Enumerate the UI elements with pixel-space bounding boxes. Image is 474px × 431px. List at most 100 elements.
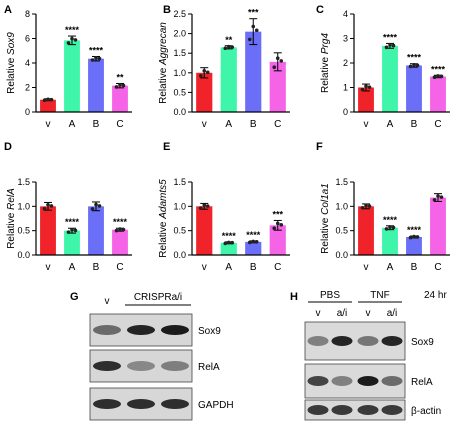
- y-axis-label-gene: Aggrecan: [158, 22, 169, 66]
- replicate-dot: [408, 235, 413, 240]
- replicate-dot: [118, 227, 122, 231]
- time-label: 24 hr: [424, 290, 447, 301]
- x-tick-label: v: [364, 119, 369, 130]
- bar-b: [245, 241, 262, 255]
- replicate-dot: [226, 240, 231, 245]
- replicate-dot: [384, 227, 389, 231]
- y-tick-label: 1.5: [17, 177, 30, 187]
- y-axis-label-prefix: Relative: [6, 210, 17, 249]
- panel-letter: H: [290, 291, 298, 303]
- replicate-dot: [436, 194, 440, 198]
- blot-band: [331, 336, 353, 346]
- significance-label: ****: [222, 231, 237, 241]
- bar-b: [88, 58, 104, 112]
- band-label: RelA: [198, 362, 220, 373]
- replicate-dot: [223, 241, 228, 246]
- x-tick-label: A: [225, 119, 232, 130]
- group-label: PBS: [320, 290, 340, 301]
- replicate-dot: [66, 230, 71, 234]
- bar-b: [406, 236, 422, 255]
- replicate-dot: [436, 74, 440, 78]
- replicate-dot: [121, 227, 126, 232]
- y-tick-label: 0.5: [335, 226, 348, 236]
- blot-band: [161, 399, 189, 409]
- replicate-dot: [367, 85, 372, 89]
- replicate-dot: [391, 43, 396, 48]
- y-tick-label: 1.0: [173, 68, 186, 78]
- y-tick-label: 0.5: [173, 87, 186, 97]
- replicate-dot: [205, 204, 210, 208]
- chart-panel-b: Bv ** A *** B C 0.0 0.5 1.0 1.5 2.0 2.5 Relative Agg…: [158, 4, 290, 130]
- chart-panel-f: Fv **** A **** B C 0.0 0.5 1.0 1.5 Relative Col1a1: [316, 141, 450, 273]
- replicate-dot: [364, 84, 368, 88]
- replicate-dot: [70, 36, 74, 41]
- replicate-dot: [272, 226, 277, 231]
- significance-label: ****: [246, 230, 261, 240]
- blot-band: [307, 405, 329, 415]
- significance-label: ****: [407, 225, 422, 235]
- lane-label: a/i: [387, 308, 398, 319]
- replicate-dot: [272, 65, 277, 70]
- bar-c: [269, 225, 286, 255]
- lane-label: v: [105, 296, 110, 307]
- replicate-dot: [432, 75, 437, 80]
- band-label: GAPDH: [198, 400, 234, 411]
- significance-label: ****: [383, 215, 398, 225]
- replicate-dot: [97, 56, 102, 61]
- significance-label: ****: [89, 46, 104, 56]
- band-label: Sox9: [198, 326, 221, 337]
- replicate-dot: [42, 206, 47, 211]
- replicate-dot: [384, 45, 389, 50]
- bar-a: [382, 45, 398, 112]
- bar-c: [430, 76, 446, 112]
- group-label: TNF: [370, 290, 389, 301]
- blot-band: [93, 399, 121, 409]
- y-axis-label-prefix: Relative: [6, 55, 17, 94]
- replicate-dot: [90, 58, 95, 62]
- western-blot-h: H PBS TNF 24 hr v a/i v a/i Sox9 RelA β-actin: [290, 290, 447, 421]
- x-tick-label: v: [46, 119, 51, 130]
- replicate-dot: [46, 97, 50, 102]
- bar-v: [196, 72, 213, 112]
- replicate-dot: [66, 41, 71, 45]
- blot-band: [357, 336, 379, 346]
- y-tick-label: 2.0: [173, 29, 186, 39]
- blot-band: [307, 336, 329, 346]
- replicate-dot: [415, 235, 420, 239]
- y-axis-label: Relative Adamts5: [158, 179, 169, 258]
- replicate-dot: [118, 82, 122, 87]
- replicate-dot: [90, 207, 95, 211]
- replicate-dot: [275, 221, 280, 226]
- y-axis-label: Relative Col1a1: [320, 183, 331, 254]
- replicate-dot: [415, 63, 420, 68]
- y-tick-label: 1.0: [335, 201, 348, 211]
- replicate-dot: [97, 204, 102, 208]
- x-tick-label: C: [116, 262, 123, 273]
- y-tick-label: 1: [343, 83, 348, 93]
- y-tick-label: 1.0: [17, 201, 30, 211]
- replicate-dot: [226, 44, 231, 49]
- y-tick-label: 0.0: [173, 250, 186, 260]
- band-label: RelA: [411, 377, 433, 388]
- panel-letter: B: [163, 4, 171, 16]
- bar-b: [406, 65, 422, 112]
- blot-band: [161, 325, 189, 335]
- y-tick-label: 0.0: [173, 107, 186, 117]
- bar-v: [358, 87, 374, 112]
- replicate-dot: [202, 203, 207, 207]
- x-tick-label: v: [364, 262, 369, 273]
- y-tick-label: 1.5: [173, 177, 186, 187]
- bar-b: [88, 206, 104, 255]
- replicate-dot: [412, 62, 416, 67]
- y-tick-label: 2: [343, 58, 348, 68]
- x-tick-label: B: [93, 262, 100, 273]
- y-tick-label: 0: [343, 107, 348, 117]
- chart-panel-a: Av **** A **** B ** C 0 2 4 6 8 Relative Sox9: [4, 4, 132, 130]
- y-axis-label: Relative Prg4: [320, 33, 331, 93]
- x-tick-label: v: [202, 262, 207, 273]
- x-tick-label: B: [250, 119, 257, 130]
- bar-c: [112, 229, 128, 255]
- blot-strip: [304, 399, 406, 421]
- significance-label: ****: [431, 64, 446, 74]
